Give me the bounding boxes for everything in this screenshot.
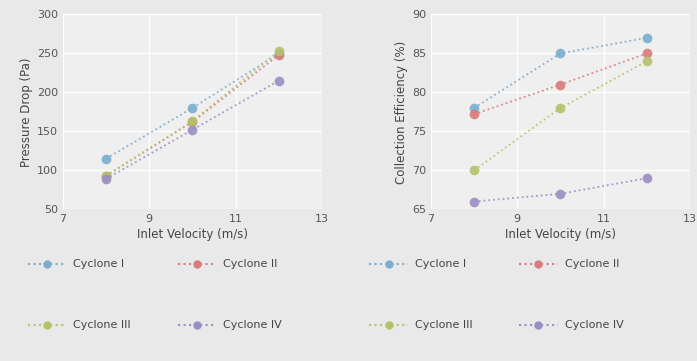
Text: Cyclone I: Cyclone I [73, 258, 124, 269]
Text: Cyclone II: Cyclone II [565, 258, 619, 269]
Y-axis label: Pressure Drop (Pa): Pressure Drop (Pa) [20, 57, 33, 167]
X-axis label: Inlet Velocity (m/s): Inlet Velocity (m/s) [505, 229, 616, 242]
Text: Cyclone III: Cyclone III [73, 320, 131, 330]
Y-axis label: Collection Efficiency (%): Collection Efficiency (%) [395, 40, 408, 183]
Text: Cyclone IV: Cyclone IV [223, 320, 282, 330]
Text: Cyclone II: Cyclone II [223, 258, 277, 269]
Text: Cyclone I: Cyclone I [415, 258, 466, 269]
Text: Cyclone III: Cyclone III [415, 320, 473, 330]
Text: Cyclone IV: Cyclone IV [565, 320, 623, 330]
X-axis label: Inlet Velocity (m/s): Inlet Velocity (m/s) [137, 229, 248, 242]
